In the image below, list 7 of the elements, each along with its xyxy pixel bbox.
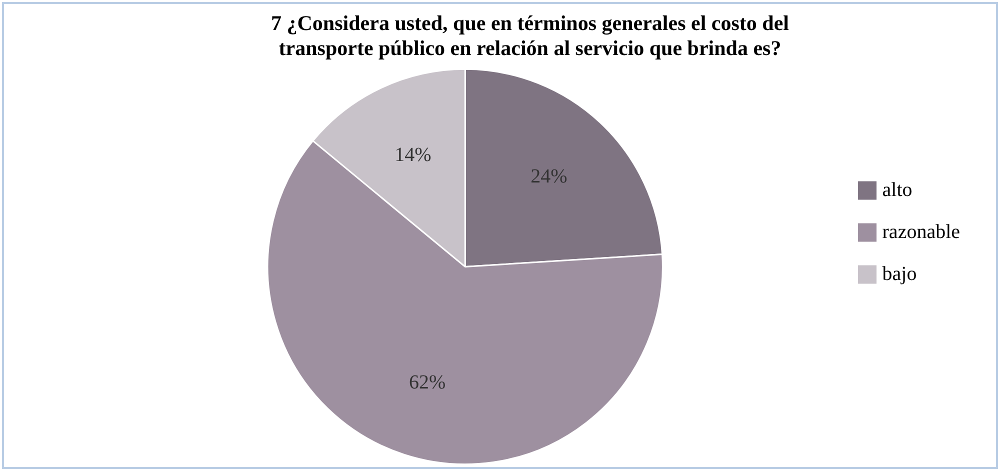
- legend-label: alto: [882, 178, 912, 201]
- data-label: 62%: [408, 371, 446, 394]
- chart-title: 7 ¿Considera usted, que en términos generales el costo del transporte público en relación al servicio que brinda es?: [271, 11, 790, 60]
- data-label: 24%: [530, 166, 568, 188]
- data-label: 14%: [394, 144, 432, 166]
- legend-label: razonable: [882, 220, 960, 243]
- legend-label: bajo: [882, 262, 917, 285]
